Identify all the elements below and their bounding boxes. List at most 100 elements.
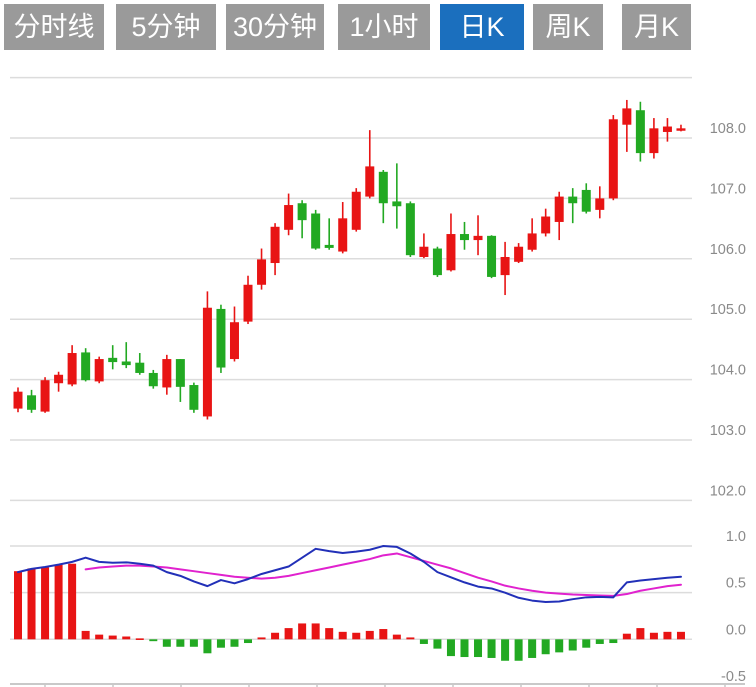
candle-body	[554, 196, 564, 222]
candle-body	[229, 322, 239, 360]
candle-body	[94, 359, 104, 382]
candle-body	[432, 248, 442, 276]
macd-bar	[460, 639, 469, 658]
macd-bar	[649, 632, 658, 640]
tab-30min[interactable]: 30分钟	[226, 4, 324, 50]
candle-body	[216, 308, 226, 368]
tab-1hour[interactable]: 1小时	[338, 4, 430, 50]
candle-body	[649, 128, 659, 154]
macd-bar	[203, 639, 212, 654]
macd-bar	[271, 632, 280, 640]
tab-minute-line[interactable]: 分时线	[4, 4, 104, 50]
macd-bar	[676, 631, 685, 640]
candle-body	[297, 203, 307, 221]
tab-5min[interactable]: 5分钟	[116, 4, 216, 50]
macd-bar	[95, 634, 104, 640]
macd-bar	[162, 639, 171, 647]
macd-bar	[392, 634, 401, 640]
tab-monthly-k[interactable]: 月K	[622, 4, 691, 50]
candle-body	[419, 246, 429, 257]
dif-line	[17, 545, 682, 603]
macd-bar	[311, 623, 320, 640]
macd-bar	[338, 631, 347, 640]
macd-bar	[446, 639, 455, 657]
macd-axis-label: 0.5	[726, 576, 746, 592]
macd-bar	[406, 637, 415, 640]
macd-bar	[379, 629, 388, 640]
tab-daily-k[interactable]: 日K	[440, 4, 524, 50]
macd-bar	[514, 639, 523, 661]
candle-body	[27, 395, 37, 410]
candle-body	[338, 218, 348, 252]
candle-body	[108, 357, 118, 363]
candle-body	[473, 235, 483, 241]
candle-body	[595, 198, 605, 210]
candle-body	[541, 216, 551, 234]
macd-bar	[622, 633, 631, 640]
candle-body	[378, 171, 388, 204]
candle-body	[189, 385, 199, 410]
macd-bar	[27, 568, 36, 640]
price-axis-label: 107.0	[710, 181, 746, 197]
macd-bar	[365, 630, 374, 640]
macd-bar	[474, 639, 483, 658]
candle-body	[13, 391, 23, 409]
candle-body	[500, 256, 510, 276]
timeframe-toolbar: 分时线 5分钟 30分钟 1小时 日K 周K 月K	[4, 4, 691, 50]
candle-body	[365, 166, 375, 197]
macd-bar	[135, 638, 144, 640]
candle-body	[581, 189, 591, 212]
candle-body	[405, 203, 415, 256]
macd-bar	[122, 636, 131, 640]
macd-bar	[54, 564, 63, 640]
candle-body	[446, 234, 456, 271]
candle-body	[487, 235, 497, 277]
macd-bar	[189, 639, 198, 647]
candle-body	[676, 128, 686, 131]
macd-bar	[257, 637, 266, 640]
candle-body	[162, 359, 172, 388]
macd-bar	[568, 639, 577, 651]
candle-body	[148, 372, 158, 387]
candle-body	[284, 205, 294, 230]
candle-body	[202, 307, 212, 417]
macd-bar	[352, 632, 361, 640]
candle-body	[81, 352, 91, 381]
macd-bar	[419, 639, 428, 644]
macd-bar	[81, 630, 90, 640]
price-axis-label: 106.0	[710, 242, 746, 258]
dea-line	[84, 552, 682, 597]
candle-body	[311, 213, 321, 249]
candle-body	[324, 244, 334, 248]
candle-body	[270, 226, 280, 264]
price-axis-label: 105.0	[710, 302, 746, 318]
macd-bar	[582, 639, 591, 648]
candle-body	[459, 234, 469, 241]
macd-bar	[541, 639, 550, 655]
candle-body	[243, 284, 253, 322]
macd-bar	[108, 635, 117, 640]
candle-body	[662, 126, 672, 132]
macd-bar	[609, 639, 618, 644]
candle-body	[175, 359, 185, 387]
macd-bar	[555, 639, 564, 653]
candle-body	[622, 108, 632, 125]
macd-axis-label: -0.5	[721, 669, 746, 685]
macd-bar	[528, 639, 537, 658]
tab-weekly-k[interactable]: 周K	[533, 4, 603, 50]
candle-body	[608, 119, 618, 199]
macd-bar	[433, 639, 442, 649]
macd-bar	[636, 628, 645, 640]
price-axis-label: 103.0	[710, 423, 746, 439]
macd-bar	[284, 628, 293, 640]
macd-axis-label: 1.0	[726, 529, 746, 545]
candle-body	[568, 196, 578, 204]
macd-bar	[298, 623, 307, 640]
macd-bar	[230, 639, 239, 647]
candle-body	[635, 110, 645, 154]
macd-bar	[501, 639, 510, 661]
candle-body	[527, 233, 537, 250]
macd-bar	[14, 571, 22, 640]
